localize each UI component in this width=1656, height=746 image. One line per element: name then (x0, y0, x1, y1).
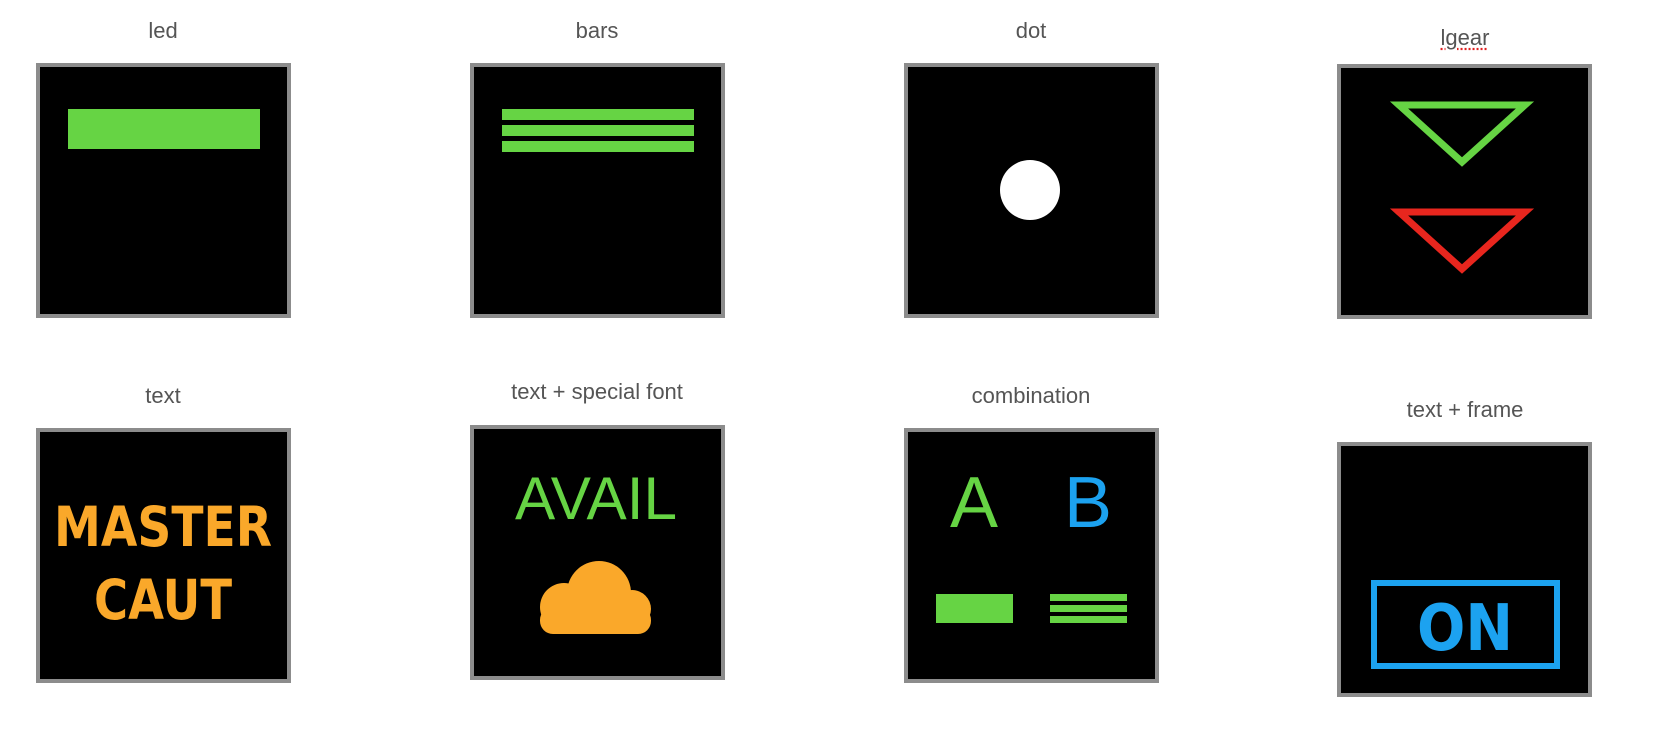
caut-text: CAUT (94, 568, 232, 632)
caption-bars: bars (575, 18, 619, 43)
led-graphic (68, 109, 260, 149)
cloud-icon (540, 561, 651, 634)
letter-b: B (1064, 463, 1112, 543)
green-down-triangle-icon (1389, 101, 1535, 167)
combo-bar-2 (1050, 605, 1127, 612)
caption-dot: dot (1015, 18, 1047, 43)
combination-graphic: A B (936, 463, 1127, 623)
on-text: ON (1417, 592, 1513, 666)
lgear-graphic (1389, 101, 1535, 274)
bar-3 (502, 141, 694, 152)
master-text: MASTER (54, 495, 272, 559)
combo-bar-3 (1050, 616, 1127, 623)
red-down-triangle-icon (1389, 208, 1535, 274)
dot-graphic (1000, 160, 1060, 220)
led-bar (68, 109, 260, 149)
caption-led: led (148, 18, 178, 43)
caption-text: text (145, 383, 181, 408)
panel-led (36, 63, 291, 318)
letter-a: A (950, 463, 998, 543)
text-frame-graphic: ON (1371, 580, 1560, 669)
panel-text: MASTER CAUT (36, 428, 291, 683)
caption-text-frame: text + frame (1406, 397, 1524, 422)
caption-special-font: text + special font (511, 379, 683, 404)
panel-text-frame: ON (1337, 442, 1592, 697)
on-frame (1371, 580, 1560, 669)
avail-text: AVAIL (515, 465, 677, 532)
bar-1 (502, 109, 694, 120)
dot-circle (1000, 160, 1060, 220)
combo-led-bar (936, 594, 1013, 623)
panel-lgear (1337, 64, 1592, 319)
text-graphic: MASTER CAUT (54, 495, 272, 632)
caption-lgear: lgear (1440, 25, 1490, 50)
panel-special-font: AVAIL (470, 425, 725, 680)
bars-graphic (502, 109, 694, 152)
panel-dot (904, 63, 1159, 318)
caption-combination: combination (971, 383, 1091, 408)
special-font-graphic: AVAIL (515, 465, 677, 634)
panel-bars (470, 63, 725, 318)
combo-bar-1 (1050, 594, 1127, 601)
bar-2 (502, 125, 694, 136)
panel-combination: A B (904, 428, 1159, 683)
